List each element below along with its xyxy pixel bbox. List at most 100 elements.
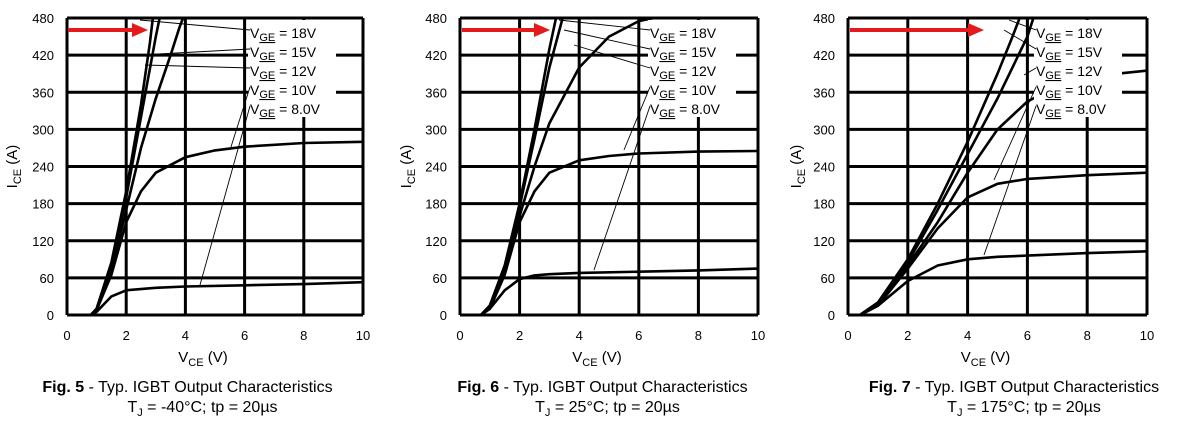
condition-rest: = 25°C; tp = 20µs (550, 399, 680, 416)
y-tick-label: 0 (440, 308, 447, 323)
condition-t: T (127, 399, 138, 416)
figure-caption: - Typ. IGBT Output Characteristics (84, 379, 333, 396)
y-tick-label: 240 (32, 160, 54, 175)
caption-fig7: Fig. 7 - Typ. IGBT Output Characteristic… (838, 378, 1190, 423)
x-tick-label: 0 (63, 328, 70, 343)
condition-sub: J (956, 407, 963, 420)
x-tick-label: 2 (904, 328, 911, 343)
y-tick-label: 120 (813, 234, 835, 249)
legend-leader-line (1003, 29, 1037, 50)
legend-entry: VGE = 18V (250, 25, 317, 44)
x-axis-label: VCE (V) (572, 349, 621, 369)
y-tick-label: 480 (813, 11, 835, 26)
legend-leader-line (558, 19, 651, 31)
condition-sub: J (544, 407, 551, 420)
y-tick-label: 60 (40, 271, 54, 286)
y-tick-label: 240 (425, 160, 447, 175)
legend-entry: VGE = 10V (650, 82, 717, 101)
x-axis-label: VCE (V) (178, 349, 227, 369)
legend-leader-line (563, 29, 651, 50)
x-tick-label: 4 (182, 328, 189, 343)
series-line-5 (848, 250, 1147, 315)
legend-entry: VGE = 12V (250, 63, 317, 82)
x-tick-label: 2 (516, 328, 523, 343)
figure-caption: - Typ. IGBT Output Characteristics (910, 379, 1160, 396)
x-axis-label: VCE (V) (961, 349, 1010, 369)
legend-entry: VGE = 8.0V (1036, 101, 1107, 120)
x-tick-label: 10 (356, 328, 370, 343)
y-tick-label: 360 (32, 85, 54, 100)
condition-t: T (947, 399, 957, 416)
chart-fig5: 0 2 4 6 8 10 0 60 120 180 240 300 360 420 480 VCE (V) IC… (4, 11, 370, 369)
x-tick-label: 8 (695, 328, 702, 343)
y-tick-label: 420 (813, 48, 835, 63)
legend-leader-line (139, 19, 251, 31)
legend-leader-line (1023, 67, 1037, 76)
condition-rest: = 175°C; tp = 20µs (962, 399, 1101, 416)
x-tick-label: 8 (1084, 328, 1091, 343)
y-tick-label: 0 (828, 308, 835, 323)
figure-label: Fig. 6 (457, 379, 500, 396)
caption-fig6: Fig. 6 - Typ. IGBT Output Characteristic… (425, 378, 780, 423)
y-tick-label: 360 (813, 85, 835, 100)
y-tick-label: 180 (813, 197, 835, 212)
y-tick-label: 120 (425, 234, 447, 249)
legend-entry: VGE = 10V (1036, 82, 1103, 101)
series-line-1 (460, 18, 558, 315)
y-tick-label: 300 (425, 122, 447, 137)
y-tick-label: 360 (425, 85, 447, 100)
x-tick-label: 6 (241, 328, 248, 343)
legend-leader-line (593, 105, 651, 271)
figure-label: Fig. 5 (42, 379, 85, 396)
y-tick-label: 480 (32, 11, 54, 26)
series-line-1 (848, 18, 1022, 315)
x-tick-label: 10 (751, 328, 765, 343)
figure-label: Fig. 7 (868, 379, 911, 396)
y-tick-label: 300 (813, 122, 835, 137)
x-tick-label: 4 (964, 328, 971, 343)
legend-leader-line (993, 86, 1037, 181)
legend-entry: VGE = 12V (650, 63, 717, 82)
series-line-2 (460, 18, 564, 315)
red-arrow-head-icon (534, 23, 550, 37)
condition-rest: = -40°C; tp = 20µs (142, 399, 278, 416)
legend-entry: VGE = 12V (1036, 63, 1103, 82)
red-arrow-head-icon (968, 23, 984, 37)
x-tick-label: 6 (635, 328, 642, 343)
legend-entry: VGE = 10V (250, 82, 317, 101)
legend-entry: VGE = 18V (650, 25, 717, 44)
condition-sub: J (137, 407, 143, 420)
y-tick-label: 60 (433, 271, 447, 286)
legend-entry: VGE = 8.0V (250, 101, 321, 120)
legend-leader-line (1008, 19, 1037, 31)
x-tick-label: 10 (1140, 328, 1154, 343)
x-tick-label: 2 (123, 328, 130, 343)
series-line-4 (67, 140, 363, 315)
series-line-5 (460, 267, 758, 315)
y-tick-label: 0 (47, 308, 54, 323)
y-axis-label: ICE (A) (4, 145, 24, 189)
series-line-5 (67, 280, 363, 315)
x-tick-label: 8 (300, 328, 307, 343)
legend-leader-line (139, 48, 251, 56)
x-tick-label: 6 (1024, 328, 1031, 343)
y-tick-label: 180 (32, 197, 54, 212)
y-tick-label: 480 (425, 11, 447, 26)
chart-fig7: 0 2 4 6 8 10 0 60 120 180 240 300 360 420 480 VCE (V) IC… (788, 11, 1154, 369)
legend-background (1034, 20, 1122, 117)
legend-leader-line (144, 64, 251, 69)
chart-fig6: 0 2 4 6 8 10 0 60 120 180 240 300 360 420 480 VCE (V) IC… (398, 11, 765, 369)
legend-leader-line (983, 105, 1037, 256)
y-tick-label: 120 (32, 234, 54, 249)
x-tick-label: 0 (456, 328, 463, 343)
x-tick-label: 4 (576, 328, 583, 343)
red-arrow-head-icon (132, 23, 148, 37)
y-tick-label: 420 (425, 48, 447, 63)
y-tick-label: 240 (813, 160, 835, 175)
y-tick-label: 60 (821, 271, 835, 286)
caption-fig5: Fig. 5 - Typ. IGBT Output Characteristic… (10, 378, 365, 423)
legend-entry: VGE = 15V (1036, 44, 1103, 63)
legend-leader-line (229, 86, 251, 151)
y-tick-label: 420 (32, 48, 54, 63)
figure-caption: - Typ. IGBT Output Characteristics (499, 379, 748, 396)
